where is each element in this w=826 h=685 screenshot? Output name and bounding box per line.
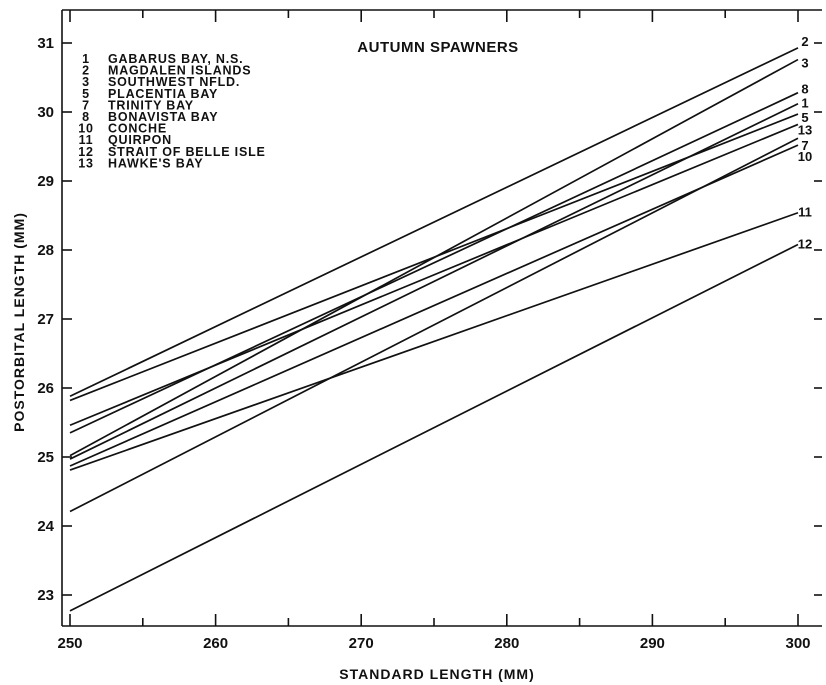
- series-label-1: 1: [801, 96, 808, 111]
- y-tick-label: 31: [37, 35, 54, 52]
- y-tick-label: 23: [37, 587, 54, 604]
- chart-title: AUTUMN SPAWNERS: [357, 39, 518, 56]
- y-tick-label: 28: [37, 242, 54, 259]
- series-label-7: 7: [801, 138, 808, 153]
- series-line-10: [69, 144, 799, 467]
- series-line-2: [69, 47, 799, 398]
- x-tick-label: 250: [57, 635, 82, 652]
- legend-label: TRINITY BAY: [108, 98, 194, 112]
- series-label-8: 8: [801, 82, 808, 97]
- legend-number: 12: [78, 145, 94, 159]
- series-label-5: 5: [801, 110, 808, 125]
- y-tick-label: 27: [37, 311, 54, 328]
- series-line-13: [69, 123, 799, 427]
- series-line-8: [69, 91, 799, 434]
- y-tick-label: 26: [37, 380, 54, 397]
- x-tick-label: 280: [494, 635, 519, 652]
- series-label-13: 13: [798, 122, 812, 137]
- y-tick-label: 29: [37, 173, 54, 190]
- y-axis-title: POSTORBITAL LENGTH (MM): [11, 212, 27, 432]
- legend-label: SOUTHWEST NFLD.: [108, 75, 240, 89]
- y-tick-label: 30: [37, 104, 54, 121]
- series-line-7: [69, 137, 799, 513]
- legend-number: 8: [82, 110, 90, 124]
- legend: 1 GABARUS BAY, N.S. 2 MAGDALEN ISLANDS 3 SOUT…: [78, 52, 265, 170]
- legend-label: MAGDALEN ISLANDS: [108, 64, 251, 78]
- y-tick-label: 24: [37, 518, 54, 535]
- x-tick-label: 300: [785, 635, 810, 652]
- series-lines: [69, 47, 799, 612]
- legend-number: 10: [78, 122, 94, 136]
- series-line-12: [69, 243, 799, 612]
- series-label-11: 11: [798, 205, 812, 220]
- series-line-11: [69, 211, 799, 471]
- legend-label: CONCHE: [108, 122, 167, 136]
- x-tick-label: 270: [349, 635, 374, 652]
- legend-number: 2: [82, 64, 90, 78]
- series-label-3: 3: [801, 56, 808, 71]
- legend-label: STRAIT OF BELLE ISLE: [108, 145, 266, 159]
- legend-label: HAWKE'S BAY: [108, 156, 203, 170]
- series-label-10: 10: [798, 149, 812, 164]
- y-tick-label: 25: [37, 449, 54, 466]
- series-label-2: 2: [801, 34, 808, 49]
- legend-number: 5: [82, 87, 90, 101]
- legend-number: 13: [78, 156, 94, 170]
- legend-label: PLACENTIA BAY: [108, 87, 218, 101]
- legend-label: GABARUS BAY, N.S.: [108, 52, 243, 66]
- legend-label: BONAVISTA BAY: [108, 110, 218, 124]
- legend-number: 1: [82, 52, 90, 66]
- series-label-12: 12: [798, 236, 812, 251]
- x-tick-label: 260: [203, 635, 228, 652]
- legend-label: QUIRPON: [108, 133, 172, 147]
- x-tick-label: 290: [640, 635, 665, 652]
- series-line-5: [69, 113, 799, 402]
- x-axis-ticks: 250 260 270 280 290 300: [57, 10, 811, 652]
- series-line-1: [69, 102, 799, 460]
- legend-number: 7: [82, 98, 90, 112]
- legend-number: 11: [79, 133, 94, 147]
- legend-number: 3: [82, 75, 90, 89]
- x-axis-title: STANDARD LENGTH (MM): [339, 666, 535, 682]
